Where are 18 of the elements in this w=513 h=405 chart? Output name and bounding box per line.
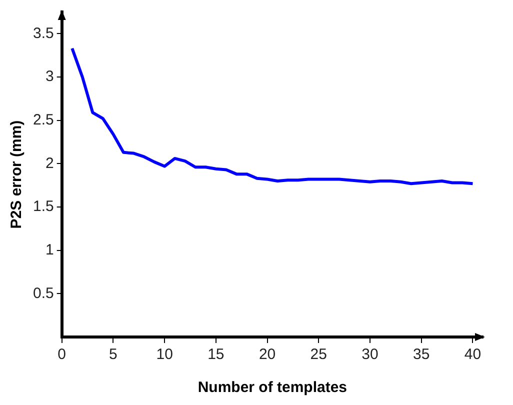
y-tick-label: 0.5 <box>32 284 54 302</box>
y-tick-label: 1.5 <box>32 198 54 216</box>
x-tick-label: 0 <box>58 346 66 364</box>
x-tick-label: 35 <box>413 346 430 364</box>
x-tick-label: 25 <box>310 346 327 364</box>
x-tick-label: 30 <box>362 346 378 364</box>
x-tick-label: 20 <box>258 346 276 364</box>
x-tick-label: 5 <box>109 346 118 364</box>
x-tick-label: 15 <box>208 346 224 364</box>
y-tick-label: 1 <box>46 241 54 258</box>
y-tick-label: 3 <box>46 68 54 86</box>
x-axis-title: Number of templates <box>198 379 348 396</box>
y-tick-label: 2 <box>46 154 54 172</box>
x-tick-label: 10 <box>156 346 173 364</box>
y-axis-title: P2S error (mm) <box>8 120 26 229</box>
x-tick-label: 40 <box>464 346 482 364</box>
y-tick-label: 2.5 <box>32 111 54 128</box>
y-tick-label: 3.5 <box>32 24 54 42</box>
